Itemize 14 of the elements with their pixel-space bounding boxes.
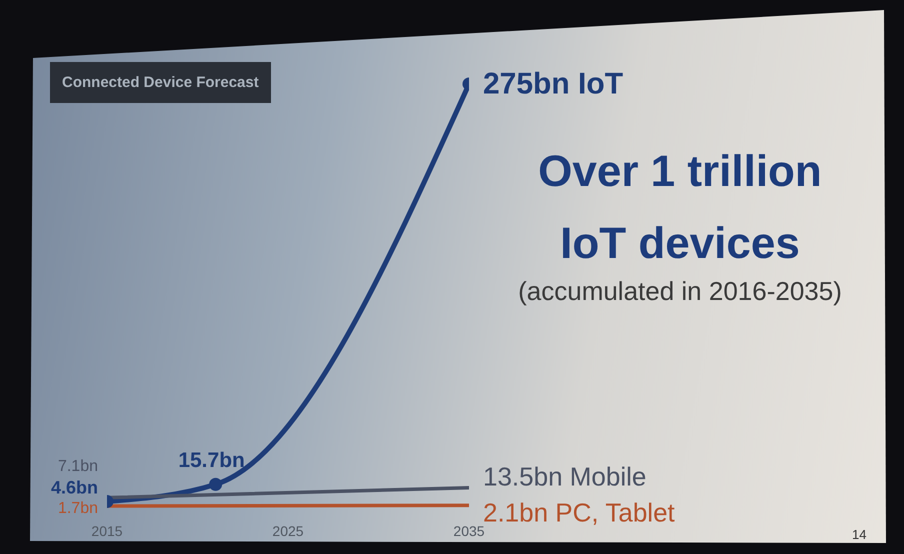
text: Over 1 trillion IoT devices bbox=[538, 147, 822, 268]
text: 2.1bn PC, Tablet bbox=[483, 498, 675, 528]
chart-title: Connected Device Forecast bbox=[50, 62, 271, 103]
x-tick-label: 2015 bbox=[91, 522, 123, 539]
data-label: 15.7bn bbox=[178, 448, 245, 472]
data-label: 1.7bn bbox=[58, 500, 98, 518]
x-tick-label: 2025 bbox=[272, 522, 304, 539]
data-label: 7.1bn bbox=[58, 458, 98, 476]
text: (accumulated in 2016-2035) bbox=[517, 276, 843, 307]
text: 14 bbox=[852, 527, 866, 542]
text: 13.5bn Mobile bbox=[483, 462, 646, 492]
text: 275bn IoT bbox=[483, 68, 624, 100]
x-tick-label: 2035 bbox=[453, 522, 485, 539]
data-label: 4.6bn bbox=[50, 478, 98, 498]
